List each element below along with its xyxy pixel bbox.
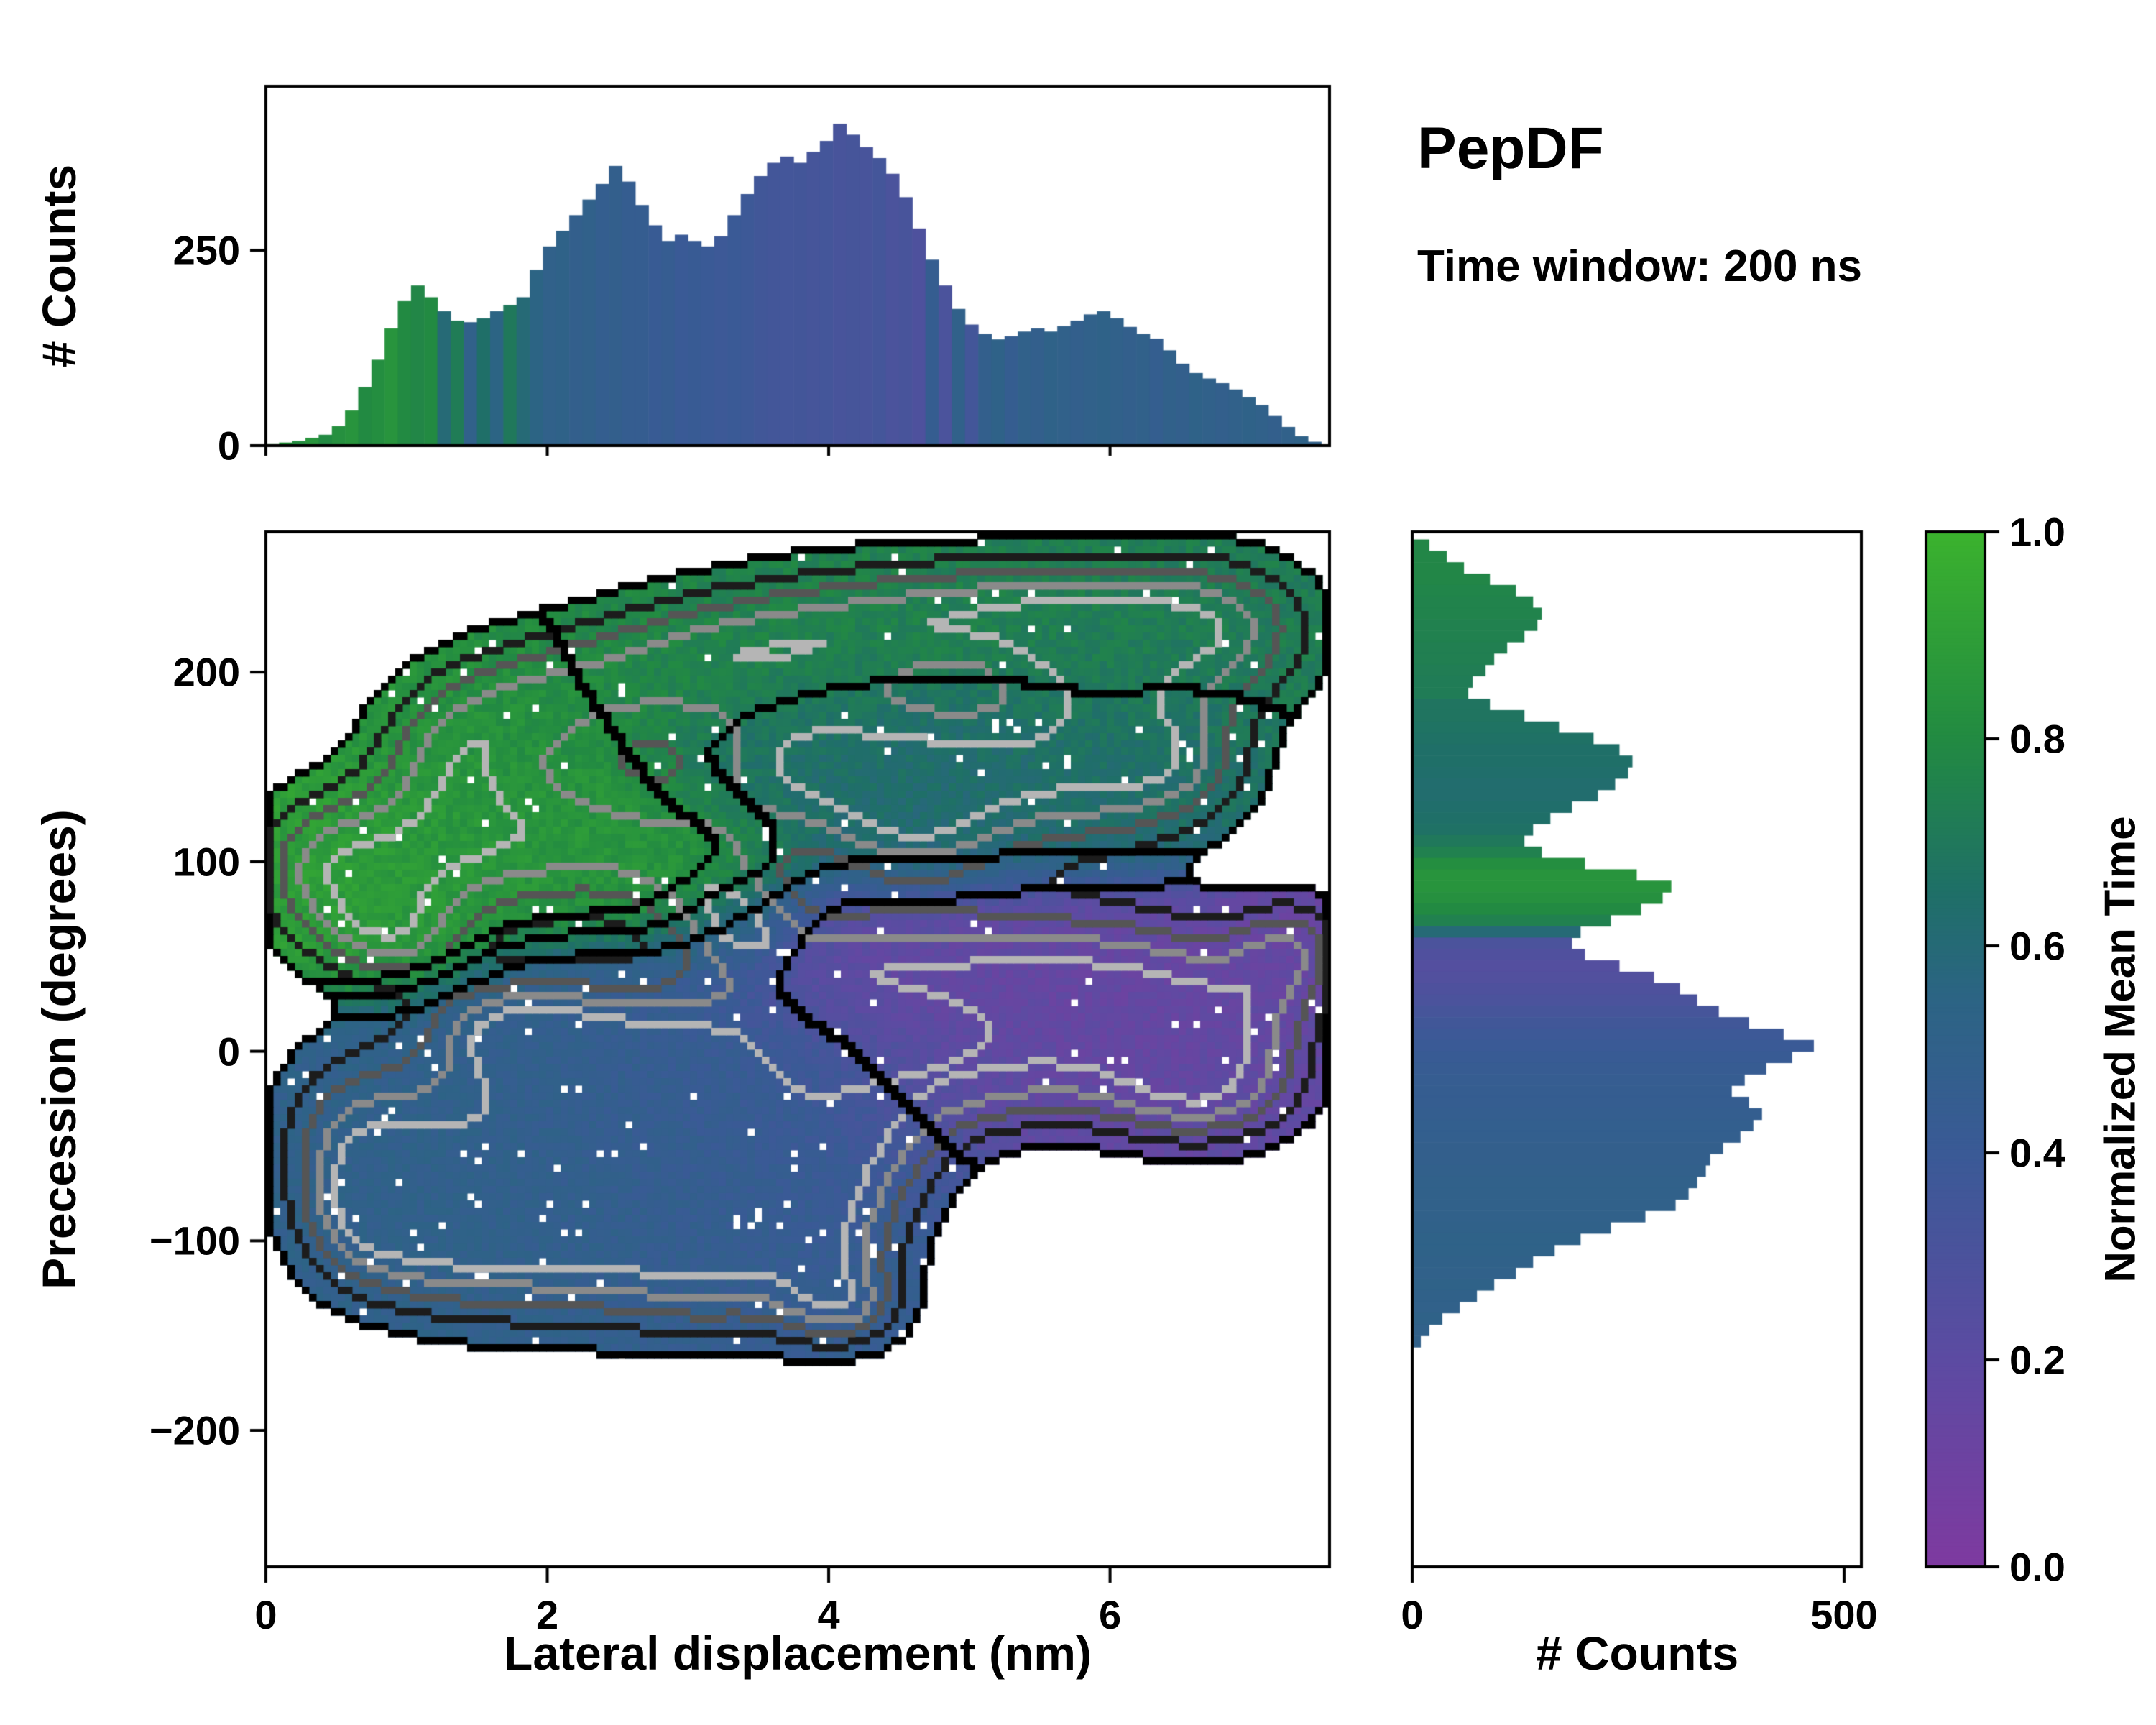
top-hist-y-tick-label: 250 <box>172 227 240 273</box>
colorbar-tick-label: 0.2 <box>2009 1337 2065 1383</box>
main-y-axis-label: Precession (degrees) <box>32 809 86 1289</box>
right-hist-x-tick-label: 0 <box>1401 1592 1424 1637</box>
top-hist-y-axis-label: # Counts <box>32 164 86 368</box>
main-x-tick-label: 0 <box>254 1592 277 1637</box>
main-x-tick-label: 2 <box>535 1592 559 1637</box>
main-y-tick-label: 100 <box>172 839 240 885</box>
right-hist-x-axis-label: # Counts <box>1535 1627 1739 1680</box>
main-x-axis-label: Lateral displacement (nm) <box>504 1627 1092 1680</box>
colorbar-label: Normalized Mean Time <box>2096 816 2145 1283</box>
main-x-tick-label: 4 <box>817 1592 840 1637</box>
main-y-tick-label: −100 <box>149 1218 240 1264</box>
main-y-tick-label: 200 <box>172 649 240 695</box>
colorbar-tick-label: 0.0 <box>2009 1544 2065 1590</box>
top-hist-y-tick-label: 0 <box>217 423 240 469</box>
figure-title: PepDF <box>1417 116 1604 181</box>
colorbar-tick-label: 0.8 <box>2009 716 2065 762</box>
right-hist-x-tick-label: 500 <box>1810 1592 1878 1637</box>
main-x-tick-label: 6 <box>1099 1592 1122 1637</box>
figure-subtitle: Time window: 200 ns <box>1417 242 1863 291</box>
main-y-tick-label: −200 <box>149 1407 240 1453</box>
colorbar-tick-label: 0.6 <box>2009 923 2065 969</box>
colorbar-tick-label: 1.0 <box>2009 509 2065 555</box>
colorbar-tick-label: 0.4 <box>2009 1130 2065 1176</box>
main-y-tick-label: 0 <box>217 1029 240 1075</box>
